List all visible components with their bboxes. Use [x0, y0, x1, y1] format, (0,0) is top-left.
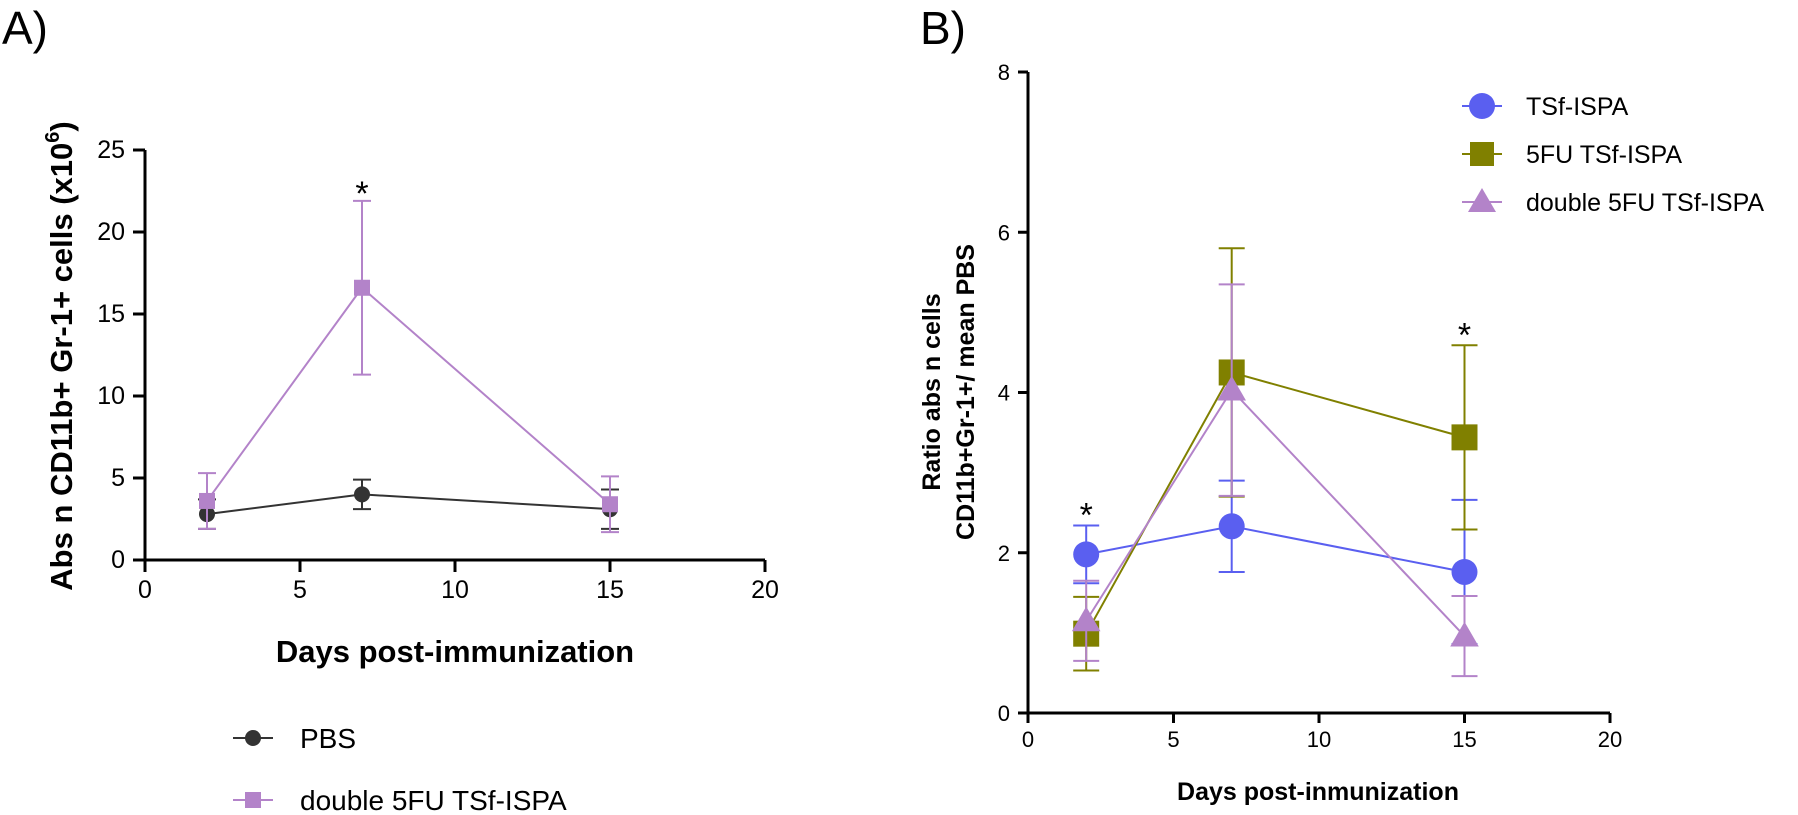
- y-tick-label: 10: [97, 382, 125, 410]
- y-tick-label: 8: [998, 60, 1010, 85]
- legend-circle-marker: [245, 730, 261, 746]
- y-tick-label: 25: [97, 136, 125, 164]
- data-point-marker: [354, 486, 370, 503]
- panel-b-ticks: 0 5 10 15 20 0 2 4 6 8: [998, 60, 1622, 752]
- panel-a-ticks: 0 5 10 15 20 0 5 10 15 20 25: [97, 136, 779, 604]
- panel-b-legend-label-double-5fu: double 5FU TSf-ISPA: [1526, 189, 1764, 217]
- data-point-marker: [1218, 513, 1245, 540]
- panel-a-plot-area: *: [198, 175, 619, 534]
- data-point-marker: [1451, 558, 1478, 585]
- x-tick-label: 10: [441, 576, 469, 604]
- data-point-marker: [1071, 606, 1101, 632]
- x-tick-label: 15: [1452, 727, 1476, 752]
- data-point-marker: [1451, 424, 1478, 451]
- series-tsf-ispa: [1073, 479, 1478, 646]
- series-double-5fu-tsf-ispa: [198, 199, 619, 534]
- series-double-5fu-tsf-ispa: [1071, 283, 1479, 678]
- series-line: [1085, 371, 1465, 635]
- y-tick-label: 2: [998, 541, 1010, 566]
- y-tick-label: 20: [97, 218, 125, 246]
- y-tick-label: 0: [111, 546, 125, 574]
- series-pbs: [198, 478, 619, 530]
- panel-a-y-axis-title: Abs n CD11b+ Gr-1+ cells (x106): [42, 121, 79, 590]
- y-tick-label: 4: [998, 381, 1010, 406]
- legend-circle-marker: [1469, 93, 1495, 119]
- data-point-marker: [1217, 375, 1246, 401]
- y-tick-label: 15: [97, 300, 125, 328]
- series-5fu-tsf-ispa: [1073, 247, 1478, 672]
- x-tick-label: 5: [293, 576, 307, 604]
- panel-a-y-title-close: ): [44, 121, 79, 131]
- panel-a: A) 0 5 10 15 20 0 5 10 15 20 25 Days post-immuniza…: [2, 2, 779, 815]
- x-tick-label: 0: [138, 576, 152, 604]
- panel-a-legend-label-pbs: PBS: [300, 723, 356, 754]
- panel-b-legend: TSf-ISPA 5FU TSf-ISPA double 5FU TSf-ISP…: [1462, 93, 1764, 217]
- legend-square-marker: [1470, 142, 1494, 166]
- significance-asterisk: *: [1080, 497, 1093, 535]
- panel-a-label: A): [2, 2, 48, 54]
- x-tick-label: 0: [1022, 727, 1034, 752]
- data-point-marker: [1450, 621, 1479, 647]
- y-tick-label: 0: [998, 701, 1010, 726]
- panel-a-axes: [143, 150, 765, 562]
- legend-triangle-marker: [1468, 188, 1496, 212]
- panel-b-plot-area: **: [1071, 247, 1479, 678]
- x-tick-label: 15: [596, 576, 624, 604]
- significance-asterisk: *: [1458, 316, 1471, 354]
- x-tick-label: 20: [1598, 727, 1622, 752]
- x-tick-label: 10: [1307, 727, 1331, 752]
- panel-a-y-title-superscript: 6: [42, 132, 64, 143]
- data-point-marker: [1073, 541, 1100, 568]
- data-point-marker: [199, 492, 215, 509]
- significance-asterisk: *: [355, 175, 368, 213]
- y-tick-label: 5: [111, 464, 125, 492]
- panel-b-label: B): [920, 2, 966, 54]
- panel-a-y-title-main: Abs n CD11b+ Gr-1+ cells (x10: [44, 143, 79, 591]
- panel-b-legend-item-double-5fu: double 5FU TSf-ISPA: [1462, 188, 1764, 217]
- panel-b-legend-item-tsf-ispa: TSf-ISPA: [1462, 93, 1629, 121]
- panel-b-legend-label-5fu-tsf-ispa: 5FU TSf-ISPA: [1526, 141, 1682, 169]
- panel-a-legend: PBS double 5FU TSf-ISPA: [233, 723, 567, 815]
- panel-b-legend-item-5fu-tsf-ispa: 5FU TSf-ISPA: [1462, 141, 1682, 169]
- series-line: [1085, 388, 1466, 637]
- panel-b-y-axis-title-line2: CD11b+Gr-1+/ mean PBS: [952, 244, 980, 540]
- data-point-marker: [354, 279, 370, 296]
- panel-a-legend-item-double-5fu: double 5FU TSf-ISPA: [233, 785, 567, 815]
- series-line: [206, 286, 611, 505]
- panel-b-legend-label-tsf-ispa: TSf-ISPA: [1526, 93, 1629, 121]
- series-line: [206, 493, 611, 516]
- data-point-marker: [602, 496, 618, 513]
- panel-b-axes: [1026, 72, 1610, 715]
- legend-square-marker: [245, 792, 261, 808]
- panel-a-legend-item-pbs: PBS: [233, 723, 356, 754]
- x-tick-label: 20: [751, 576, 779, 604]
- panel-b-x-axis-title: Days post-inmunization: [1177, 778, 1459, 806]
- x-tick-label: 5: [1167, 727, 1179, 752]
- panel-a-x-axis-title: Days post-immunization: [276, 634, 634, 669]
- y-tick-label: 6: [998, 220, 1010, 245]
- panel-b-y-axis-title-line1: Ratio abs n cells: [918, 293, 946, 490]
- panel-a-legend-label-double-5fu: double 5FU TSf-ISPA: [300, 785, 567, 815]
